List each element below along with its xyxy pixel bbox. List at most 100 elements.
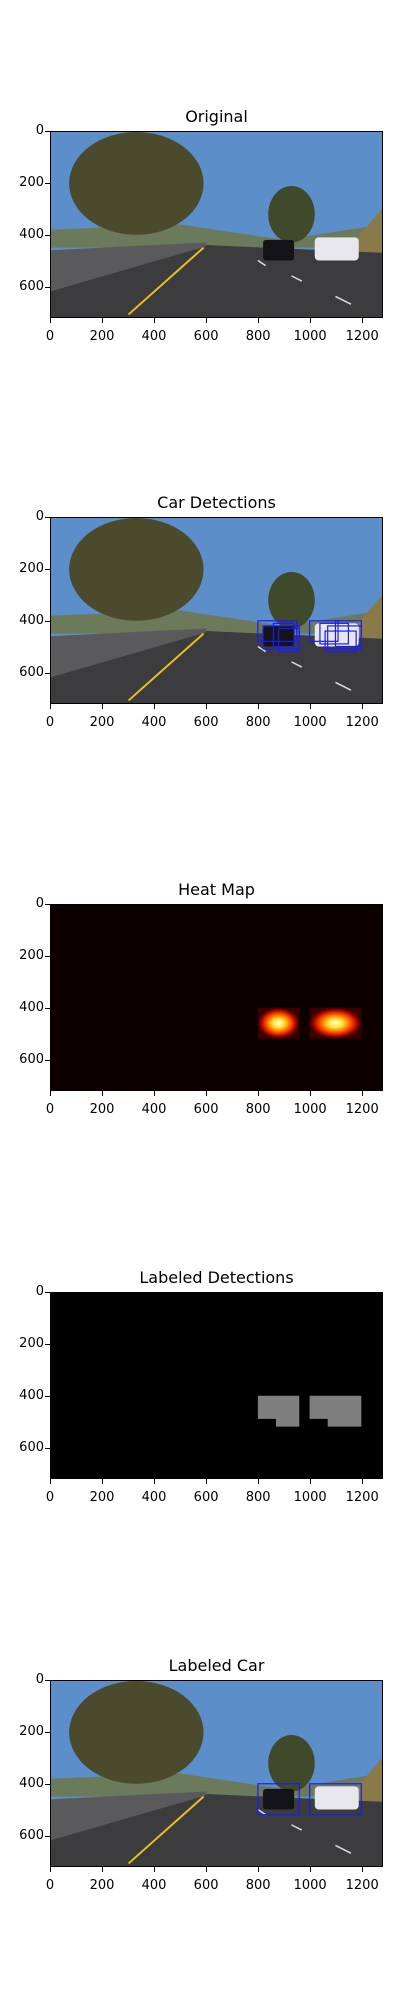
lane-dash xyxy=(257,645,267,653)
lane-dash xyxy=(257,1808,267,1816)
y-tick-mark xyxy=(45,131,50,132)
x-tick-label: 600 xyxy=(193,329,219,344)
panel-labeled: Labeled Detections 0 200 400 600 0 200 400 600 80… xyxy=(0,1268,400,1568)
lane-dash xyxy=(335,295,352,305)
panel-detections: Car Detections 0 200 400 600 0 200 400 600 800 100… xyxy=(0,493,400,793)
panel-title: Labeled Detections xyxy=(139,1268,294,1287)
x-tick-label: 400 xyxy=(141,1878,167,1893)
x-tick-mark xyxy=(102,704,104,709)
x-tick-label: 600 xyxy=(193,1878,219,1893)
y-tick-mark xyxy=(45,1059,50,1061)
y-tick-label: 200 xyxy=(19,947,44,963)
lane-line-yellow xyxy=(127,246,205,316)
panel-title: Original xyxy=(185,107,248,126)
y-tick-mark xyxy=(45,1395,50,1397)
y-tick-label: 0 xyxy=(35,1672,44,1687)
y-tick-label: 0 xyxy=(35,896,44,911)
y-tick-mark xyxy=(45,234,50,236)
x-tick-mark xyxy=(154,704,156,709)
x-tick-mark xyxy=(258,1091,260,1096)
heat-blob xyxy=(309,1007,362,1039)
y-tick-label: 600 xyxy=(19,1827,44,1843)
x-tick-mark xyxy=(154,1091,156,1096)
label-background xyxy=(51,1293,382,1478)
y-tick-mark xyxy=(45,955,50,957)
y-tick-label: 200 xyxy=(19,1723,44,1739)
x-tick-label: 1000 xyxy=(293,1490,327,1505)
x-tick-mark xyxy=(362,1091,364,1096)
x-tick-label: 0 xyxy=(45,329,55,344)
x-tick-mark xyxy=(362,318,364,323)
detection-box xyxy=(319,622,349,645)
tree-right xyxy=(268,185,315,243)
tree-left xyxy=(69,1681,204,1784)
lane-dash xyxy=(291,1824,303,1831)
y-tick-label: 200 xyxy=(19,560,44,576)
panel-title: Heat Map xyxy=(178,880,255,899)
x-tick-label: 400 xyxy=(141,1490,167,1505)
y-tick-label: 0 xyxy=(35,123,44,138)
y-tick-label: 200 xyxy=(19,1335,44,1351)
y-tick-mark xyxy=(45,672,50,674)
x-tick-mark xyxy=(206,1867,208,1872)
x-tick-label: 800 xyxy=(245,1490,271,1505)
x-tick-label: 1200 xyxy=(345,1490,379,1505)
car-black xyxy=(263,239,295,261)
x-tick-label: 600 xyxy=(193,1490,219,1505)
tree-left xyxy=(69,518,204,621)
x-tick-mark xyxy=(310,1091,312,1096)
x-tick-mark xyxy=(154,1867,156,1872)
x-tick-mark xyxy=(50,704,51,709)
detection-box xyxy=(272,622,295,648)
detection-box xyxy=(257,620,298,642)
x-tick-label: 0 xyxy=(45,1102,55,1117)
x-tick-mark xyxy=(154,318,156,323)
x-tick-label: 400 xyxy=(141,1102,167,1117)
y-tick-label: 400 xyxy=(19,612,44,628)
y-tick-mark xyxy=(45,1835,50,1837)
detection-box xyxy=(308,1783,362,1816)
x-tick-label: 0 xyxy=(45,1878,55,1893)
x-tick-label: 0 xyxy=(45,1490,55,1505)
y-tick-label: 400 xyxy=(19,226,44,242)
image-canvas xyxy=(51,1681,382,1866)
x-tick-mark xyxy=(102,1091,104,1096)
y-tick-mark xyxy=(45,1731,50,1733)
x-tick-label: 400 xyxy=(141,715,167,730)
lane-dash xyxy=(291,661,303,668)
x-tick-mark xyxy=(310,1479,312,1484)
heat-blob xyxy=(257,1007,300,1039)
x-tick-mark xyxy=(310,318,312,323)
x-tick-label: 1000 xyxy=(293,715,327,730)
image-frame xyxy=(50,1292,383,1479)
y-tick-label: 400 xyxy=(19,1387,44,1403)
y-tick-mark xyxy=(45,904,50,905)
image-canvas xyxy=(51,518,382,703)
car-white xyxy=(314,623,359,647)
y-tick-mark xyxy=(45,286,50,288)
tree-left xyxy=(69,132,204,235)
x-tick-label: 1200 xyxy=(345,1878,379,1893)
x-tick-mark xyxy=(50,1867,51,1872)
x-tick-label: 600 xyxy=(193,715,219,730)
x-tick-mark xyxy=(206,704,208,709)
y-tick-mark xyxy=(45,1783,50,1785)
panel-title: Labeled Car xyxy=(168,1656,265,1675)
image-frame xyxy=(50,517,383,704)
x-tick-label: 800 xyxy=(245,1102,271,1117)
x-tick-label: 200 xyxy=(89,1102,115,1117)
x-tick-mark xyxy=(258,318,260,323)
panel-title: Car Detections xyxy=(157,493,276,512)
car-white xyxy=(314,1786,359,1810)
y-tick-label: 600 xyxy=(19,278,44,294)
x-tick-mark xyxy=(362,1479,364,1484)
x-tick-label: 1200 xyxy=(345,715,379,730)
x-tick-mark xyxy=(310,1867,312,1872)
y-tick-mark xyxy=(45,1007,50,1009)
y-tick-mark xyxy=(45,182,50,184)
x-tick-mark xyxy=(258,1479,260,1484)
barrier xyxy=(51,242,207,292)
x-tick-mark xyxy=(50,1479,51,1484)
x-tick-label: 600 xyxy=(193,1102,219,1117)
x-tick-label: 200 xyxy=(89,1490,115,1505)
